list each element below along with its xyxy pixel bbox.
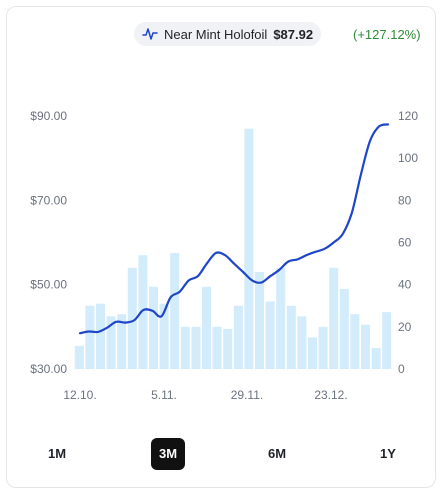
volume-bar [223,328,233,369]
tab-1m[interactable]: 1M [47,446,67,461]
volume-bar [329,267,339,369]
y-left-tick-label: $30.00 [30,362,67,376]
volume-bar [170,253,180,369]
volume-bar [117,314,127,369]
y-right-tick-label: 120 [398,109,418,123]
volume-bar [286,305,296,369]
range-tabs: 1M 3M 6M 1Y [0,438,444,470]
price-change: (+127.12%) [353,27,421,42]
volume-bar [127,267,137,369]
volume-bar [350,314,360,369]
variant-price-pill[interactable]: Near Mint Holofoil $87.92 [134,22,322,46]
y-right-tick-label: 100 [398,151,418,165]
volume-bar [244,128,254,369]
y-right-tick-label: 0 [398,362,405,376]
volume-bar [96,303,105,369]
volume-bar [255,272,264,369]
volume-bar [233,305,243,369]
y-left-tick-label: $70.00 [30,193,67,207]
volume-bar [74,345,84,369]
price-volume-chart: $30.00 $50.00 $70.00 $90.00 0 20 40 60 80 100 120 1… [30,109,418,402]
volume-bar [371,347,381,369]
y-right-tick-label: 80 [398,193,412,207]
volume-bar [212,326,222,369]
volume-bar [180,326,190,369]
y-left-tick-label: $90.00 [30,109,67,123]
current-price: $87.92 [273,26,314,42]
volume-bar [149,286,158,369]
volume-bar [85,305,95,369]
y-right-tick-label: 20 [398,320,412,334]
x-tick-label: 23.12. [314,388,347,402]
volume-bar [382,312,392,369]
volume-bar [361,324,370,369]
y-right-tick-label: 60 [398,236,412,250]
volume-bar [276,267,286,369]
y-right-tick-label: 40 [398,278,412,292]
volume-bar [297,316,307,369]
volume-bar [106,316,116,369]
x-tick-label: 29.11. [231,388,263,402]
volume-bar [191,326,201,369]
volume-bar [318,326,328,369]
tab-6m[interactable]: 6M [267,446,287,461]
tab-1y[interactable]: 1Y [380,446,396,461]
y-left-tick-label: $50.00 [30,278,67,292]
tab-3m[interactable]: 3M [151,438,185,470]
price-chart-card [6,6,436,488]
x-tick-label: 12.10. [63,388,96,402]
volume-bar [138,255,148,369]
price-line-icon [142,28,158,40]
volume-bar [265,301,275,369]
volume-bar [159,303,169,369]
x-tick-label: 5.11. [151,388,177,402]
volume-bar [339,288,349,369]
price-line [78,123,390,335]
volume-bar [308,337,317,370]
variant-label: Near Mint Holofoil [164,26,268,42]
volume-bar [202,286,211,369]
